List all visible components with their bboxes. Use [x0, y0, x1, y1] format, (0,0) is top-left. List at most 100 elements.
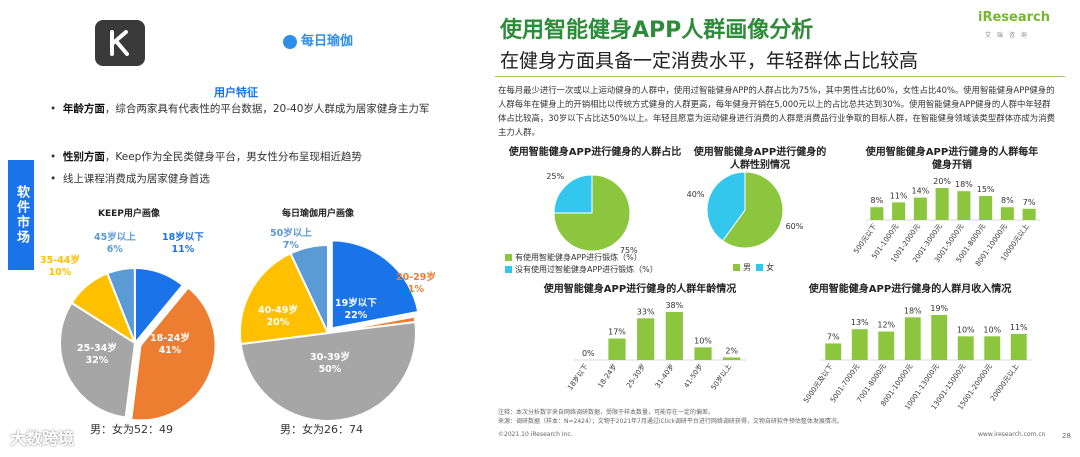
bullet-age-text: ，综合两家具有代表性的平台数据，20-40岁人群成为居家健身主力军	[104, 103, 430, 115]
yoga-label-under19: 19岁以下 22%	[335, 298, 377, 321]
keep-label-35-44: 35-44岁 10%	[40, 255, 80, 278]
age-category-label: 50岁以上	[709, 362, 734, 392]
income-bar-value: 11%	[1010, 323, 1028, 332]
iresearch-logo: iResearch	[978, 10, 1050, 25]
side-tab: 软件市场	[8, 160, 34, 270]
usage-chart-title: 使用智能健身APP进行健身的人群占比	[508, 147, 682, 158]
bullet-gender: • 性别方面，Keep作为全民类健身平台，男女性分布呈现相近趋势	[50, 151, 362, 163]
keep-pie-title: KEEP用户画像	[98, 209, 160, 219]
age-category-label: 41-50岁	[682, 362, 705, 390]
bullet-gender-head: 性别方面	[62, 151, 105, 163]
yoga-label-30-39: 30-39岁 50%	[310, 352, 350, 375]
income-bar-value: 7%	[827, 332, 840, 341]
spend-bar	[935, 188, 949, 220]
spend-bar-value: 20%	[933, 177, 951, 186]
income-bar	[984, 336, 1001, 360]
age-bar-value: 0%	[582, 349, 595, 358]
income-bar-value: 18%	[904, 306, 922, 315]
age-bar-value: 2%	[725, 346, 738, 355]
usage-value-label: 25%	[546, 172, 564, 181]
keep-label-45plus: 45岁以上 6%	[94, 232, 136, 255]
usage-legend-yes: 有使用智能健身APP进行锻炼（%）	[505, 252, 642, 264]
income-bar	[931, 315, 948, 360]
title-divider	[495, 76, 1065, 77]
gender-chart-title: 使用智能健身APP进行健身的人群性别情况	[693, 147, 827, 171]
legend-swatch-green	[505, 254, 512, 261]
income-chart-title: 使用智能健身APP进行健身的人群月收入情况	[808, 284, 1012, 295]
age-bar	[608, 338, 626, 360]
spend-bar-value: 7%	[1023, 198, 1036, 207]
age-bar	[637, 318, 655, 360]
spend-bar	[913, 197, 927, 220]
yoga-logo-text: 每日瑜伽	[301, 34, 354, 49]
income-bar	[878, 331, 895, 360]
spend-bar	[1000, 207, 1014, 220]
income-bar-value: 10%	[957, 325, 975, 334]
usage-legend-no: 没有使用过智能健身APP进行锻炼（%）	[505, 264, 658, 276]
keep-label-18-24: 18-24岁 41%	[150, 333, 190, 356]
yoga-label-50plus: 50岁以上 7%	[270, 228, 312, 251]
left-pies-svg	[59, 239, 420, 422]
bullet-course: • 线上课程消费成为居家健身首选	[50, 173, 210, 185]
keep-slice-0	[130, 286, 217, 422]
user-feature-heading: 用户特征	[214, 86, 258, 99]
keep-k-icon	[110, 30, 129, 56]
age-bar-value: 33%	[637, 307, 655, 316]
gender-legend: 男 女	[733, 262, 774, 274]
age-bar-value: 10%	[694, 336, 712, 345]
page-title: 使用智能健身APP人群画像分析	[500, 18, 814, 43]
keep-label-25-34: 25-34岁 32%	[77, 343, 117, 366]
yoga-slice-2	[239, 320, 417, 422]
income-bar	[904, 317, 921, 360]
yoga-label-20-29: 20-29岁 1%	[396, 272, 436, 295]
income-bar-value: 12%	[877, 321, 895, 330]
spend-bar	[870, 207, 884, 220]
income-bar-value: 13%	[851, 318, 869, 327]
keep-label-under18: 18岁以下 11%	[162, 232, 204, 255]
spend-bar-value: 8%	[871, 196, 884, 205]
yoga-label-40-49: 40-49岁 20%	[258, 305, 298, 328]
income-bar-value: 10%	[983, 325, 1001, 334]
bullet-course-text: 线上课程消费成为居家健身首选	[62, 173, 210, 185]
bullet-age-head: 年龄方面	[62, 103, 105, 115]
yoga-slice-3	[239, 252, 330, 346]
yoga-pie-title: 每日瑜伽用户画像	[282, 209, 355, 219]
source-text: 来源：调研数据（样本：N=2424）；文物于2021年7月通过iClick调研平…	[498, 418, 843, 425]
income-bar-value: 19%	[930, 304, 948, 313]
yoga-gender-ratio: 男：女为26：74	[280, 423, 363, 436]
yoga-logo: 每日瑜伽	[283, 30, 353, 49]
note-text: 注释：本次分析数字来自网络调研数据，受限于样本数量，可能存在一定的偏差。	[498, 409, 715, 416]
income-bar	[957, 336, 974, 360]
iresearch-logo-sub: 艾 瑞 咨 询	[985, 32, 1029, 39]
legend-swatch-cyan	[505, 266, 512, 273]
yoga-logo-icon	[283, 34, 297, 49]
keep-logo	[95, 20, 145, 66]
yoga-slice-4	[289, 243, 329, 334]
spend-bar-value: 15%	[977, 185, 995, 194]
age-bar-value: 38%	[665, 301, 683, 310]
age-bar-value: 17%	[608, 328, 626, 337]
legend-swatch-female	[756, 264, 764, 271]
brand-watermark: 大数跨境	[10, 429, 75, 448]
spend-bar	[1022, 208, 1036, 220]
usage-value-label: 75%	[620, 246, 638, 255]
age-bar	[723, 357, 741, 360]
spend-bar-value: 18%	[955, 180, 973, 189]
gender-slice-1	[706, 171, 746, 242]
age-bar	[665, 312, 683, 360]
spend-bar	[892, 202, 906, 220]
income-bar	[1010, 333, 1027, 360]
spend-chart-title: 使用智能健身APP进行健身的人群每年健身开销	[865, 147, 1039, 171]
spend-bar	[957, 191, 971, 220]
age-bar	[694, 347, 712, 360]
gender-value-label: 60%	[786, 222, 804, 231]
income-bar	[851, 329, 868, 360]
usage-slice-0	[553, 174, 631, 252]
spend-bar-value: 8%	[1001, 196, 1014, 205]
spend-bar-value: 11%	[890, 191, 908, 200]
gender-value-label: 40%	[687, 190, 705, 199]
age-category-label: 25-30岁	[624, 362, 647, 390]
website: www.iresearch.com.cn	[978, 431, 1046, 438]
page-subtitle: 在健身方面具备一定消费水平，年轻群体占比较高	[500, 50, 919, 72]
